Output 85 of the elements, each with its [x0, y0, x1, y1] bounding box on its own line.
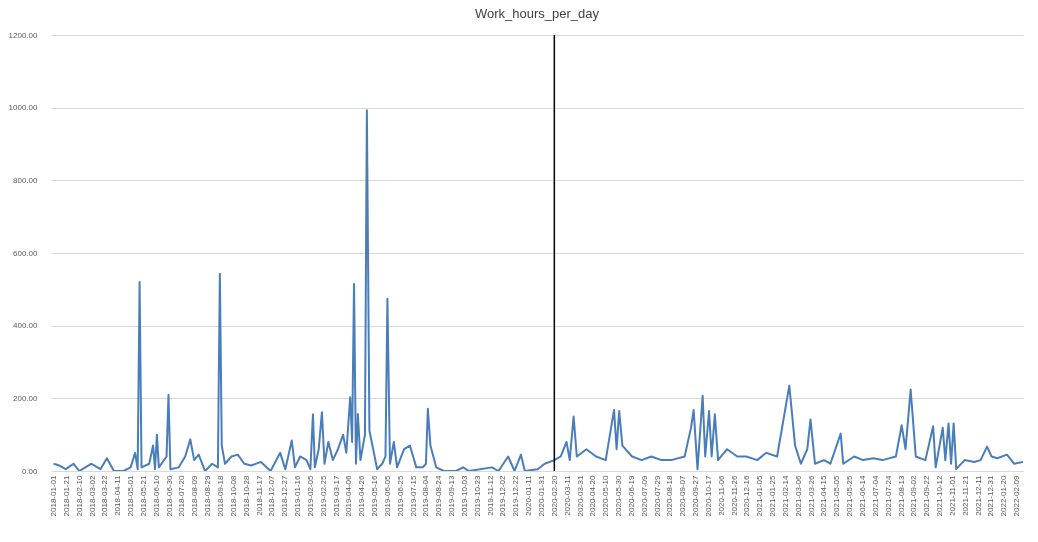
x-tick-label: 2019-02-05 — [305, 474, 315, 517]
x-tick-label: 2018-01-21 — [61, 474, 71, 517]
x-tick-label: 2021-05-05 — [832, 474, 842, 517]
x-tick-label: 2018-10-08 — [228, 474, 238, 517]
x-tick-label: 2020-09-27 — [691, 474, 701, 517]
x-tick-label: 2018-08-29 — [203, 474, 213, 517]
x-tick-label: 2019-12-22 — [511, 474, 521, 517]
x-tick-label: 2022-01-20 — [999, 474, 1009, 517]
x-tick-label: 2020-03-11 — [562, 474, 572, 516]
x-tick-label: 2020-03-31 — [575, 474, 585, 517]
x-tick-label: 2019-06-25 — [395, 474, 405, 517]
x-tick-label: 2019-08-04 — [421, 474, 431, 517]
x-tick-label: 2021-03-26 — [806, 474, 816, 517]
x-tick-label: 2019-09-13 — [447, 474, 457, 517]
x-tick-label: 2022-02-09 — [1012, 474, 1022, 517]
x-tick-label: 2020-09-07 — [678, 474, 688, 517]
x-tick-label: 2021-10-12 — [935, 474, 945, 517]
y-tick-label: 200.00 — [13, 393, 39, 403]
x-tick-label: 2019-05-16 — [370, 474, 380, 517]
x-tick-label: 2019-12-02 — [498, 474, 508, 517]
x-tick-label: 2020-07-09 — [639, 474, 649, 517]
x-tick-label: 2021-07-24 — [883, 474, 893, 517]
x-tick-label: 2018-05-01 — [126, 474, 136, 517]
x-tick-label: 2021-01-25 — [768, 474, 778, 517]
x-tick-label: 2019-02-25 — [318, 474, 328, 517]
x-tick-label: 2019-04-06 — [344, 474, 354, 517]
x-tick-label: 2021-12-11 — [973, 474, 983, 516]
x-tick-label: 2019-10-23 — [472, 474, 482, 517]
x-tick-label: 2021-11-21 — [960, 474, 970, 516]
x-tick-label: 2019-06-05 — [382, 474, 392, 517]
x-tick-label: 2019-01-16 — [293, 474, 303, 517]
x-tick-label: 2019-08-24 — [434, 474, 444, 517]
x-tick-label: 2018-04-11 — [113, 474, 123, 516]
x-tick-label: 2021-12-31 — [986, 474, 996, 517]
y-tick-label: 600.00 — [13, 248, 39, 258]
y-tick-label: 800.00 — [13, 175, 39, 185]
x-tick-label: 2019-03-17 — [331, 474, 341, 517]
x-tick-label: 2018-03-22 — [100, 474, 110, 517]
x-tick-label: 2019-11-12 — [485, 474, 495, 516]
x-tick-label: 2018-08-09 — [190, 474, 200, 517]
x-tick-label: 2021-04-15 — [819, 474, 829, 517]
x-tick-label: 2018-03-02 — [87, 474, 97, 517]
x-tick-label: 2018-10-28 — [241, 474, 251, 517]
x-tick-label: 2018-12-27 — [280, 474, 290, 517]
x-tick-label: 2020-08-18 — [665, 474, 675, 517]
chart-title: Work_hours_per_day — [474, 6, 600, 21]
line-series — [52, 109, 1023, 471]
x-tick-label: 2020-10-17 — [703, 474, 713, 517]
x-tick-label: 2021-11-01 — [947, 474, 957, 516]
x-tick-label: 2020-01-11 — [524, 474, 534, 516]
x-tick-label: 2021-09-22 — [922, 474, 932, 517]
x-tick-label: 2018-06-10 — [151, 474, 161, 517]
x-tick-label: 2018-11-17 — [254, 474, 264, 516]
x-tick-label: 2018-12-07 — [267, 474, 277, 517]
x-tick-label: 2021-08-13 — [896, 474, 906, 517]
x-tick-label: 2018-01-01 — [49, 474, 59, 517]
x-tick-label: 2018-07-20 — [177, 474, 187, 517]
x-tick-label: 2020-01-31 — [536, 474, 546, 517]
x-tick-label: 2018-06-30 — [164, 474, 174, 517]
x-tick-label: 2019-10-03 — [459, 474, 469, 517]
x-tick-label: 2018-02-10 — [74, 474, 84, 517]
x-tick-label: 2020-05-10 — [601, 474, 611, 517]
x-tick-label: 2020-12-16 — [742, 474, 752, 517]
x-tick-label: 2021-06-14 — [858, 474, 867, 517]
x-tick-label: 2020-11-26 — [729, 474, 739, 516]
x-tick-label: 2018-05-21 — [138, 474, 148, 517]
y-tick-label: 0.00 — [21, 466, 39, 476]
x-tick-label: 2020-06-19 — [626, 474, 636, 517]
x-tick-label: 2018-09-18 — [215, 474, 225, 517]
x-tick-label: 2020-02-20 — [549, 474, 559, 517]
y-tick-label: 1200.00 — [8, 30, 39, 40]
x-tick-label: 2019-04-26 — [357, 474, 367, 517]
x-tick-label: 2020-07-29 — [652, 474, 662, 517]
y-tick-label: 400.00 — [13, 321, 39, 331]
x-tick-label: 2020-04-20 — [588, 474, 598, 517]
x-tick-label: 2021-01-05 — [755, 474, 765, 517]
x-tick-label: 2021-03-06 — [793, 474, 803, 517]
x-tick-label: 2021-05-25 — [845, 474, 855, 517]
x-tick-label: 2020-11-06 — [716, 474, 726, 516]
x-tick-label: 2021-02-14 — [780, 474, 790, 517]
y-tick-label: 1000.00 — [8, 103, 39, 113]
x-tick-label: 2020-05-30 — [614, 474, 624, 517]
x-tick-label: 2019-07-15 — [408, 474, 418, 517]
x-tick-label: 2021-07-04 — [870, 474, 880, 517]
x-tick-label: 2021-09-02 — [909, 474, 919, 517]
